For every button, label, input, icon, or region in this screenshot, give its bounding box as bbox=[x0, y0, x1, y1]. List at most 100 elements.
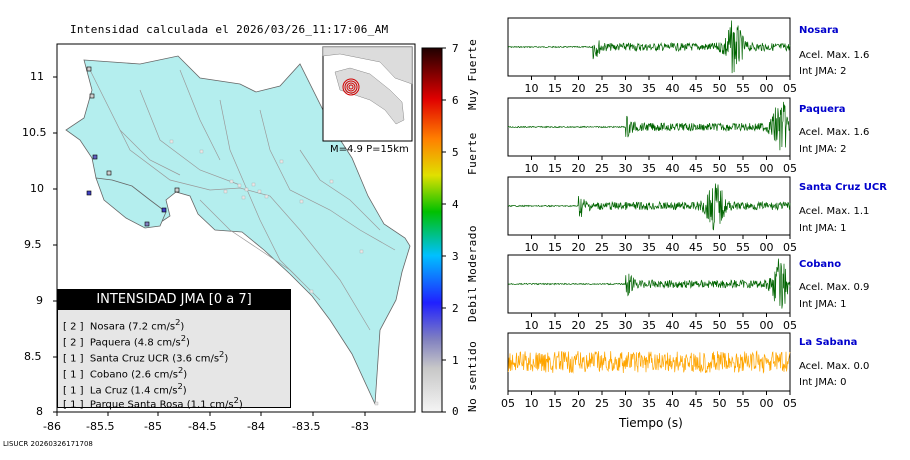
station-markers bbox=[86, 66, 180, 227]
time-tick-label: 35 bbox=[642, 319, 656, 332]
station-marker bbox=[144, 221, 150, 227]
time-tick-label: 35 bbox=[642, 241, 656, 254]
time-tick-label: 15 bbox=[548, 319, 562, 332]
inset-land-north bbox=[322, 46, 413, 85]
time-tick-label: 25 bbox=[595, 82, 609, 95]
time-tick-label: 30 bbox=[618, 241, 633, 254]
intensity-legend: INTENSIDAD JMA [0 a 7] [ 2 ] Nosara (7.2… bbox=[57, 289, 291, 410]
legend-row: [ 2 ] Nosara (7.2 cm/s2) bbox=[63, 317, 185, 333]
time-tick-label: 35 bbox=[642, 162, 656, 175]
colorbar-number: 4 bbox=[452, 198, 459, 211]
legend-row: [ 1 ] Cobano (2.6 cm/s2) bbox=[63, 365, 188, 381]
time-tick-label: 40 bbox=[665, 319, 680, 332]
colorbar-number: 5 bbox=[452, 146, 459, 159]
station-marker bbox=[86, 190, 92, 196]
nicoya-peninsula bbox=[95, 177, 167, 229]
time-tick-label: 50 bbox=[712, 397, 727, 410]
station-accel: Acel. Max. 1.6 bbox=[799, 50, 870, 61]
time-tick-label: 00 bbox=[759, 319, 774, 332]
time-tick-label: 50 bbox=[712, 82, 727, 95]
time-tick-label: 05 bbox=[501, 397, 515, 410]
station-int: Int JMA: 2 bbox=[799, 144, 847, 155]
time-tick-label: 25 bbox=[595, 397, 609, 410]
time-tick-label: 20 bbox=[571, 397, 586, 410]
time-tick-label: 05 bbox=[783, 319, 797, 332]
time-tick-label: 00 bbox=[759, 162, 774, 175]
lat-tick: 9 bbox=[36, 294, 43, 307]
time-tick-label: 10 bbox=[524, 319, 539, 332]
lat-tick: 9.5 bbox=[24, 238, 42, 251]
city-markers bbox=[169, 139, 379, 406]
lat-tick: 10.5 bbox=[22, 126, 47, 139]
station-marker bbox=[89, 93, 95, 99]
time-tick-label: 55 bbox=[736, 162, 750, 175]
station-name: Santa Cruz UCR bbox=[799, 182, 887, 193]
time-tick-label: 25 bbox=[595, 319, 609, 332]
time-tick-label: 20 bbox=[571, 82, 586, 95]
time-tick-label: 00 bbox=[759, 241, 774, 254]
time-tick-label: 35 bbox=[642, 397, 656, 410]
time-tick-label: 55 bbox=[736, 319, 750, 332]
station-marker bbox=[92, 154, 98, 160]
time-tick-label: 05 bbox=[783, 82, 797, 95]
time-tick-label: 55 bbox=[736, 82, 750, 95]
station-name: Paquera bbox=[799, 104, 846, 115]
time-tick-label: 20 bbox=[571, 319, 586, 332]
time-tick-label: 40 bbox=[665, 241, 680, 254]
time-tick-label: 15 bbox=[548, 82, 562, 95]
seismogram-trace bbox=[508, 258, 791, 309]
road-network bbox=[89, 69, 396, 331]
legend-row: [ 2 ] Paquera (4.8 cm/s2) bbox=[63, 333, 190, 349]
time-tick-label: 45 bbox=[689, 162, 703, 175]
station-marker bbox=[86, 66, 92, 72]
station-accel: Acel. Max. 1.1 bbox=[799, 206, 870, 217]
seismogram-trace bbox=[507, 101, 791, 151]
seismogram-trace bbox=[507, 183, 791, 231]
time-tick-label: 25 bbox=[595, 241, 609, 254]
time-tick-label: 40 bbox=[665, 162, 680, 175]
time-tick-label: 50 bbox=[712, 241, 727, 254]
colorbar-number: 6 bbox=[452, 94, 459, 107]
time-tick-label: 05 bbox=[783, 162, 797, 175]
colorbar bbox=[421, 47, 443, 413]
lon-tick: -84.5 bbox=[188, 420, 217, 433]
time-tick-label: 10 bbox=[524, 82, 539, 95]
time-tick-label: 15 bbox=[548, 241, 562, 254]
seismogram-panels bbox=[507, 17, 791, 395]
time-tick-label: 00 bbox=[759, 82, 774, 95]
time-tick-label: 20 bbox=[571, 162, 586, 175]
lon-tick: -83 bbox=[351, 420, 369, 433]
time-tick-label: 20 bbox=[571, 241, 586, 254]
time-tick-label: 15 bbox=[548, 162, 562, 175]
time-tick-label: 25 bbox=[595, 162, 609, 175]
time-tick-label: 05 bbox=[783, 397, 797, 410]
time-tick-label: 30 bbox=[618, 397, 633, 410]
lon-tick: -86 bbox=[43, 420, 61, 433]
time-tick-label: 50 bbox=[712, 162, 727, 175]
colorbar-label: Fuerte bbox=[466, 132, 479, 175]
station-accel: Acel. Max. 1.6 bbox=[799, 127, 870, 138]
time-tick-label: 30 bbox=[618, 82, 633, 95]
station-int: Int JMA: 1 bbox=[799, 299, 847, 310]
lon-tick: -84 bbox=[247, 420, 265, 433]
lon-tick: -85 bbox=[144, 420, 162, 433]
time-tick-label: 45 bbox=[689, 319, 703, 332]
lon-tick: -83.5 bbox=[292, 420, 321, 433]
map-ticks bbox=[53, 76, 366, 416]
time-tick-label: 10 bbox=[524, 397, 539, 410]
station-name: Cobano bbox=[799, 259, 842, 270]
legend-title: INTENSIDAD JMA [0 a 7] bbox=[58, 290, 290, 310]
colorbar-number: 0 bbox=[452, 405, 459, 418]
time-tick-label: 30 bbox=[618, 162, 633, 175]
epicenter-marker bbox=[342, 78, 360, 96]
colorbar-label: Muy Fuerte bbox=[466, 38, 479, 110]
station-int: Int JMA: 0 bbox=[799, 377, 847, 388]
lon-tick: -85.5 bbox=[86, 420, 115, 433]
time-tick-label: 05 bbox=[783, 241, 797, 254]
colorbar-number: 7 bbox=[452, 42, 459, 55]
time-tick-label: 45 bbox=[689, 241, 703, 254]
time-tick-label: 00 bbox=[759, 397, 774, 410]
colorbar-number: 2 bbox=[452, 302, 459, 315]
time-tick-label: 55 bbox=[736, 397, 750, 410]
